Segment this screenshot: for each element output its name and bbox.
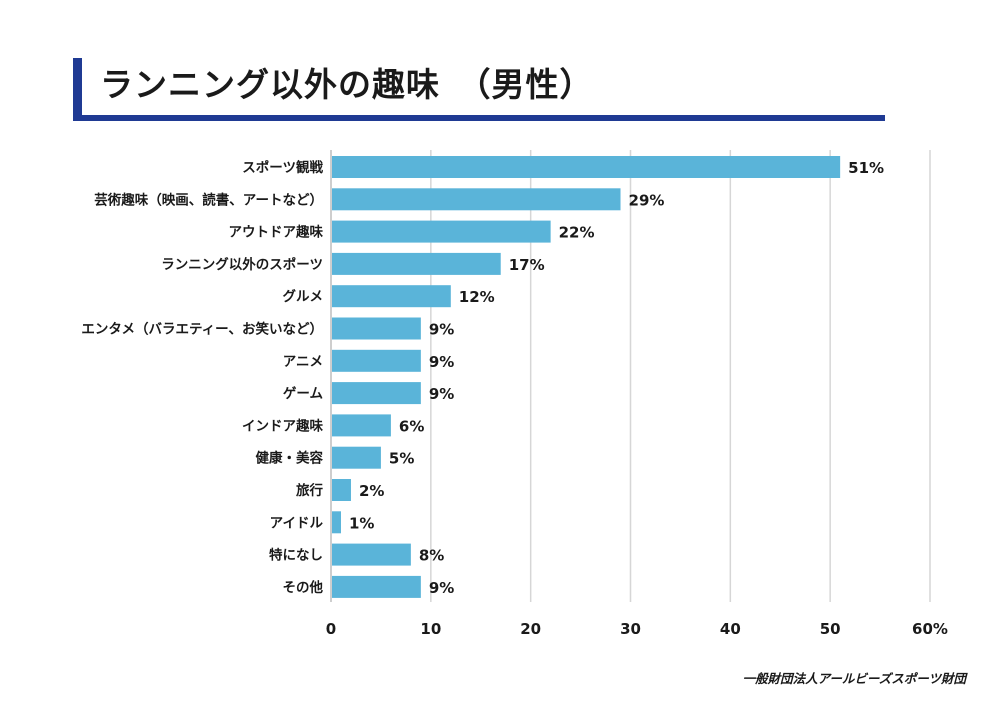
category-label: アイドル — [270, 515, 324, 531]
x-tick-label: 40 — [720, 620, 741, 638]
value-label: 9% — [429, 353, 454, 371]
value-label: 22% — [559, 224, 595, 242]
category-label: ランニング以外のスポーツ — [161, 256, 323, 273]
bar — [332, 188, 621, 211]
x-tick-label: 0 — [326, 620, 336, 638]
value-label: 9% — [429, 321, 454, 339]
chart-title: ランニング以外の趣味 （男性） — [100, 65, 594, 104]
category-label: アウトドア趣味 — [229, 224, 324, 241]
value-label: 6% — [399, 417, 424, 435]
value-label: 5% — [389, 450, 414, 468]
value-label: 29% — [629, 191, 665, 209]
bar — [332, 382, 421, 405]
category-label: その他 — [283, 579, 324, 596]
value-label: 1% — [349, 514, 374, 532]
category-label: 芸術趣味（映画、読書、アートなど） — [94, 191, 323, 208]
category-label: 健康・美容 — [256, 450, 324, 467]
bar — [332, 220, 551, 243]
category-label: 旅行 — [296, 482, 323, 499]
x-tick-label: 50 — [820, 620, 841, 638]
x-tick-label: 60% — [912, 620, 948, 638]
bar — [332, 285, 451, 308]
category-label: スポーツ観戦 — [242, 159, 323, 176]
bar — [332, 446, 381, 469]
value-label: 51% — [848, 159, 884, 177]
x-tick-label: 30 — [620, 620, 641, 638]
category-label: 特になし — [269, 547, 323, 564]
title-accent-bar — [73, 58, 82, 121]
bar — [332, 543, 411, 566]
x-tick-label: 10 — [420, 620, 441, 638]
x-tick-label: 20 — [520, 620, 541, 638]
bar — [332, 156, 841, 178]
bar — [332, 349, 421, 372]
value-label: 12% — [459, 288, 495, 306]
bar — [332, 575, 421, 598]
value-label: 9% — [429, 385, 454, 403]
bar — [332, 414, 391, 437]
value-label: 8% — [419, 547, 444, 565]
value-label: 17% — [509, 256, 545, 274]
value-label: 2% — [359, 482, 384, 500]
category-label: エンタメ（バラエティー、お笑いなど） — [81, 321, 323, 338]
bar — [332, 511, 341, 534]
bar — [332, 479, 351, 501]
category-label: アニメ — [283, 354, 323, 370]
bar — [332, 252, 501, 275]
category-label: グルメ — [283, 288, 324, 305]
value-label: 9% — [429, 579, 454, 597]
bar — [332, 317, 421, 340]
category-label: ゲーム — [283, 385, 323, 402]
source-credit: 一般財団法人アールビーズスポーツ財団 — [742, 671, 966, 686]
title-underline — [73, 115, 885, 121]
category-label: インドア趣味 — [242, 417, 323, 434]
